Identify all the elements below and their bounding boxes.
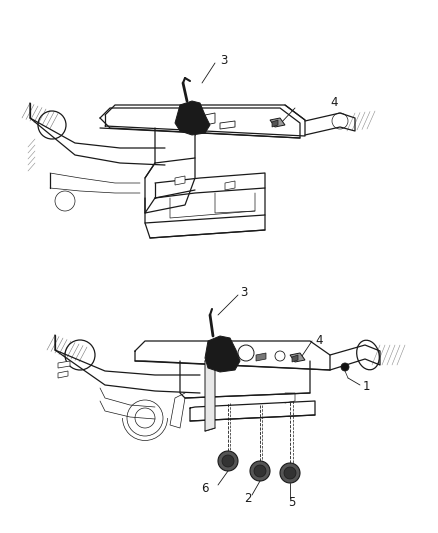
Text: 4: 4	[330, 96, 338, 109]
Text: 3: 3	[240, 287, 247, 300]
Polygon shape	[290, 353, 305, 362]
Polygon shape	[272, 120, 278, 127]
Polygon shape	[205, 336, 240, 372]
Polygon shape	[292, 355, 298, 362]
Text: 1: 1	[363, 379, 371, 392]
Polygon shape	[225, 181, 235, 190]
Text: 5: 5	[288, 497, 296, 510]
Polygon shape	[205, 358, 215, 431]
Polygon shape	[213, 350, 225, 362]
Polygon shape	[270, 118, 285, 127]
Polygon shape	[256, 353, 266, 361]
Circle shape	[250, 461, 270, 481]
Text: 2: 2	[244, 492, 252, 505]
Circle shape	[193, 117, 201, 125]
Circle shape	[280, 463, 300, 483]
Polygon shape	[205, 113, 215, 125]
Text: 4: 4	[315, 334, 322, 346]
Text: 6: 6	[201, 482, 209, 496]
Circle shape	[254, 465, 266, 477]
Polygon shape	[175, 176, 185, 185]
Circle shape	[218, 451, 238, 471]
Polygon shape	[58, 371, 68, 378]
Circle shape	[284, 467, 296, 479]
Polygon shape	[58, 361, 70, 368]
Circle shape	[222, 455, 234, 467]
Text: 3: 3	[220, 54, 227, 68]
Polygon shape	[175, 101, 210, 135]
Polygon shape	[220, 121, 235, 129]
Circle shape	[341, 363, 349, 371]
